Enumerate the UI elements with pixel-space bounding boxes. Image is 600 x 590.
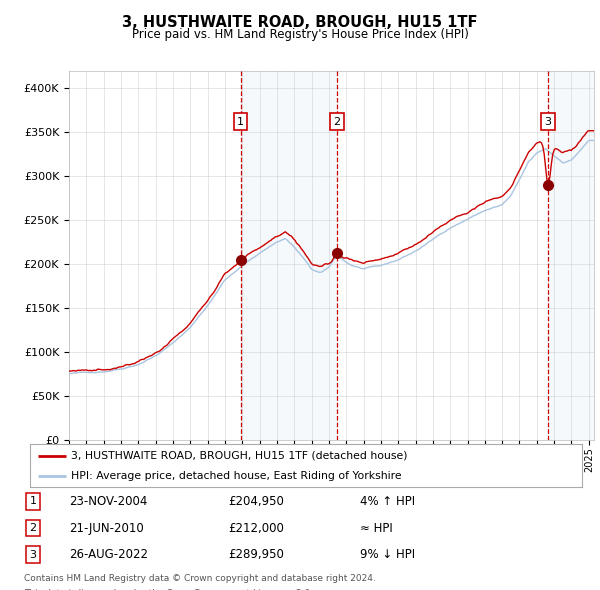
Text: 1: 1 xyxy=(237,117,244,127)
Text: 2: 2 xyxy=(29,523,37,533)
Text: HPI: Average price, detached house, East Riding of Yorkshire: HPI: Average price, detached house, East… xyxy=(71,471,402,481)
Text: 3, HUSTHWAITE ROAD, BROUGH, HU15 1TF (detached house): 3, HUSTHWAITE ROAD, BROUGH, HU15 1TF (de… xyxy=(71,451,408,461)
Text: 23-NOV-2004: 23-NOV-2004 xyxy=(69,495,148,508)
Text: 26-AUG-2022: 26-AUG-2022 xyxy=(69,548,148,561)
Text: 3, HUSTHWAITE ROAD, BROUGH, HU15 1TF: 3, HUSTHWAITE ROAD, BROUGH, HU15 1TF xyxy=(122,15,478,30)
Text: Price paid vs. HM Land Registry's House Price Index (HPI): Price paid vs. HM Land Registry's House … xyxy=(131,28,469,41)
Bar xyxy=(241,71,337,440)
Text: ≈ HPI: ≈ HPI xyxy=(360,522,393,535)
Bar xyxy=(548,71,594,440)
Text: 21-JUN-2010: 21-JUN-2010 xyxy=(69,522,144,535)
Text: 3: 3 xyxy=(545,117,551,127)
Text: £204,950: £204,950 xyxy=(228,495,284,508)
Text: £212,000: £212,000 xyxy=(228,522,284,535)
Text: Contains HM Land Registry data © Crown copyright and database right 2024.: Contains HM Land Registry data © Crown c… xyxy=(24,574,376,583)
Text: 9% ↓ HPI: 9% ↓ HPI xyxy=(360,548,415,561)
Text: 3: 3 xyxy=(29,550,37,559)
Text: 4% ↑ HPI: 4% ↑ HPI xyxy=(360,495,415,508)
Text: 2: 2 xyxy=(334,117,341,127)
Text: £289,950: £289,950 xyxy=(228,548,284,561)
Text: This data is licensed under the Open Government Licence v3.0.: This data is licensed under the Open Gov… xyxy=(24,589,313,590)
Text: 1: 1 xyxy=(29,497,37,506)
